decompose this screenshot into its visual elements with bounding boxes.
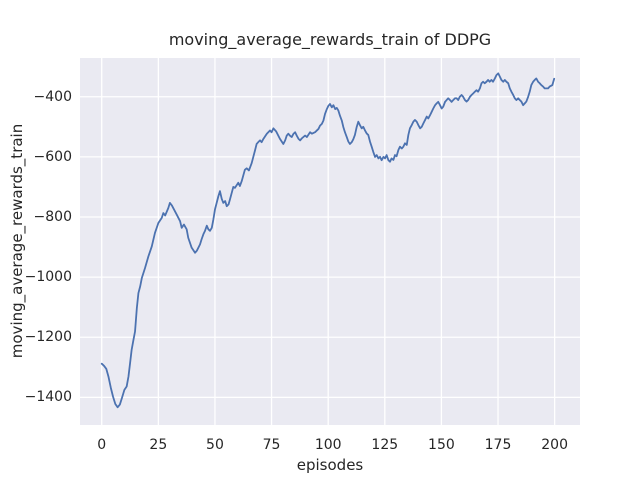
- x-tick-label: 100: [314, 437, 342, 453]
- y-tick-label: −400: [33, 88, 72, 105]
- y-tick-label: −1000: [24, 269, 72, 286]
- x-tick-label: 150: [428, 437, 455, 453]
- x-axis-label: episodes: [296, 456, 364, 474]
- x-tick-label: 50: [206, 437, 224, 453]
- chart-title: moving_average_rewards_train of DDPG: [168, 30, 492, 49]
- x-tick-label: 125: [371, 437, 399, 453]
- x-tick-label: 175: [484, 437, 512, 453]
- y-tick-label: −1200: [24, 329, 72, 346]
- x-tick-label: 75: [262, 437, 281, 453]
- x-tick-label: 0: [97, 437, 107, 453]
- y-tick-label: −600: [33, 148, 72, 165]
- plot-area: [80, 58, 580, 425]
- y-tick-label: −800: [33, 209, 72, 225]
- y-tick-label: −1400: [24, 389, 72, 406]
- x-tick-label: 200: [541, 437, 568, 453]
- series-line: [100, 72, 556, 409]
- x-tick-label: 25: [149, 437, 168, 453]
